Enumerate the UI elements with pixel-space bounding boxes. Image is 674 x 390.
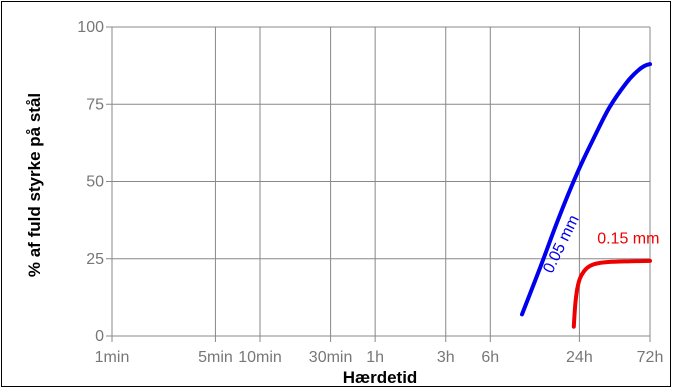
series-line-1 — [520, 62, 652, 317]
series-label-2: 0.15 mm — [597, 230, 659, 247]
x-axis-title: Hærdetid — [343, 368, 418, 387]
y-tick-label: 0 — [95, 328, 104, 345]
y-tick-label: 50 — [86, 174, 104, 191]
x-tick-label: 6h — [481, 349, 499, 366]
series-line-2 — [571, 258, 652, 329]
x-tick-label: 5min — [198, 349, 233, 366]
y-tick-label: 25 — [86, 251, 104, 268]
grid — [112, 26, 651, 336]
y-axis-title: % af fuld styrke på stål — [25, 93, 44, 277]
x-tick-label: 72h — [637, 349, 664, 366]
y-tick-label: 100 — [77, 19, 104, 36]
series-layer — [520, 62, 652, 329]
axes — [106, 26, 651, 342]
x-tick-label: 1h — [366, 349, 384, 366]
series-label-1: 0.05 mm — [540, 213, 583, 276]
x-tick-label: 30min — [309, 349, 353, 366]
x-tick-label: 24h — [566, 349, 593, 366]
x-tick-label: 1min — [95, 349, 130, 366]
x-tick-label: 10min — [238, 349, 282, 366]
x-tick-label: 3h — [437, 349, 455, 366]
y-tick-label: 75 — [86, 96, 104, 113]
